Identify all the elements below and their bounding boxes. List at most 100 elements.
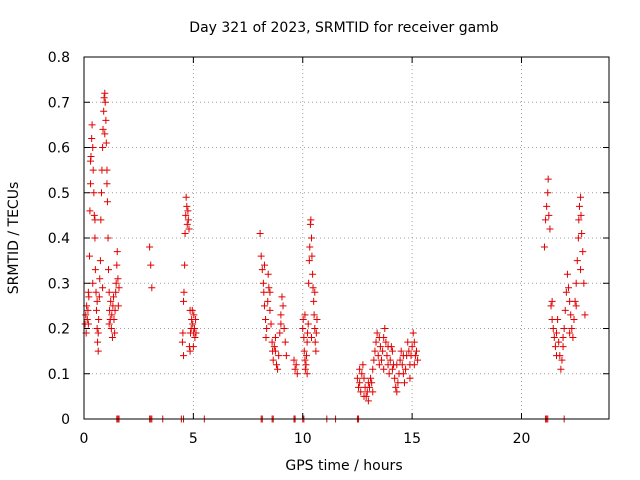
data-point bbox=[357, 388, 365, 396]
data-point bbox=[105, 320, 113, 328]
data-point bbox=[374, 352, 382, 360]
data-point bbox=[146, 243, 154, 251]
data-point bbox=[180, 297, 188, 305]
data-point bbox=[575, 202, 583, 210]
data-point bbox=[372, 338, 380, 346]
data-point bbox=[111, 329, 119, 337]
data-point bbox=[114, 302, 122, 310]
data-point bbox=[567, 311, 575, 319]
data-point bbox=[382, 338, 390, 346]
data-point bbox=[90, 211, 98, 219]
data-point bbox=[258, 266, 266, 274]
data-point bbox=[180, 352, 188, 360]
data-point bbox=[87, 180, 95, 188]
data-point bbox=[91, 216, 99, 224]
data-point bbox=[560, 325, 568, 332]
data-point bbox=[102, 116, 110, 124]
data-point bbox=[107, 297, 115, 305]
data-point bbox=[299, 315, 307, 323]
y-tick-label: 0.2 bbox=[48, 322, 70, 338]
data-point bbox=[384, 343, 392, 351]
data-point bbox=[559, 343, 567, 351]
data-point bbox=[190, 325, 198, 332]
data-point bbox=[189, 320, 197, 328]
data-point bbox=[186, 306, 194, 314]
data-point bbox=[260, 302, 268, 310]
data-point bbox=[274, 365, 282, 373]
data-point bbox=[405, 347, 413, 355]
data-point bbox=[114, 275, 122, 283]
data-point bbox=[312, 329, 320, 337]
data-point bbox=[292, 361, 300, 369]
data-point bbox=[270, 343, 278, 351]
data-point bbox=[301, 311, 309, 319]
data-point bbox=[400, 379, 408, 387]
data-point bbox=[359, 361, 367, 369]
data-point bbox=[85, 252, 93, 260]
data-point bbox=[360, 374, 368, 382]
data-point bbox=[185, 225, 193, 233]
data-point bbox=[262, 334, 270, 342]
data-point bbox=[189, 343, 197, 351]
data-point bbox=[99, 125, 107, 133]
data-point bbox=[105, 266, 112, 274]
data-point bbox=[115, 284, 123, 292]
data-point bbox=[105, 288, 113, 296]
data-point bbox=[568, 325, 576, 332]
data-point bbox=[369, 365, 377, 373]
data-point bbox=[97, 216, 105, 224]
data-point bbox=[550, 334, 558, 342]
data-point bbox=[291, 365, 299, 373]
data-point bbox=[93, 325, 101, 332]
y-tick-label: 0.1 bbox=[48, 367, 70, 383]
data-point bbox=[364, 379, 372, 387]
data-point bbox=[266, 306, 274, 314]
data-point bbox=[393, 361, 401, 369]
data-point bbox=[310, 297, 318, 305]
data-point bbox=[84, 306, 92, 314]
data-point bbox=[277, 320, 285, 328]
data-point bbox=[99, 144, 107, 151]
data-point bbox=[311, 325, 319, 332]
data-point bbox=[313, 315, 321, 323]
data-point bbox=[84, 320, 92, 328]
data-point bbox=[579, 248, 587, 256]
data-point bbox=[147, 261, 155, 269]
x-tick-label: 20 bbox=[513, 431, 531, 447]
data-point bbox=[305, 279, 313, 287]
data-point bbox=[553, 329, 560, 337]
data-point bbox=[277, 311, 285, 319]
data-point bbox=[82, 311, 90, 319]
data-point bbox=[578, 229, 586, 237]
x-tick-label: 5 bbox=[189, 431, 198, 447]
data-point bbox=[281, 338, 289, 346]
data-point bbox=[103, 180, 111, 188]
data-point bbox=[93, 297, 101, 305]
data-point bbox=[266, 288, 274, 296]
data-point bbox=[89, 144, 97, 151]
data-point bbox=[178, 338, 186, 346]
data-point bbox=[282, 352, 290, 360]
data-point bbox=[410, 338, 418, 346]
data-point bbox=[186, 347, 194, 355]
data-point bbox=[388, 347, 396, 355]
data-point bbox=[414, 356, 422, 364]
data-point bbox=[90, 189, 98, 197]
data-point bbox=[388, 365, 396, 373]
data-point bbox=[356, 365, 364, 373]
data-point bbox=[393, 388, 401, 396]
data-point bbox=[99, 284, 107, 292]
data-point bbox=[385, 370, 393, 378]
data-point bbox=[413, 347, 420, 355]
data-point bbox=[265, 284, 273, 292]
x-tick-label: 10 bbox=[294, 431, 312, 447]
data-point bbox=[107, 325, 115, 332]
data-point bbox=[303, 338, 311, 346]
data-point bbox=[545, 211, 553, 219]
data-point bbox=[184, 207, 192, 215]
data-point bbox=[179, 329, 187, 337]
data-point bbox=[103, 198, 111, 206]
data-point bbox=[273, 361, 280, 369]
data-point bbox=[113, 248, 121, 256]
y-tick-label: 0.8 bbox=[48, 50, 70, 66]
